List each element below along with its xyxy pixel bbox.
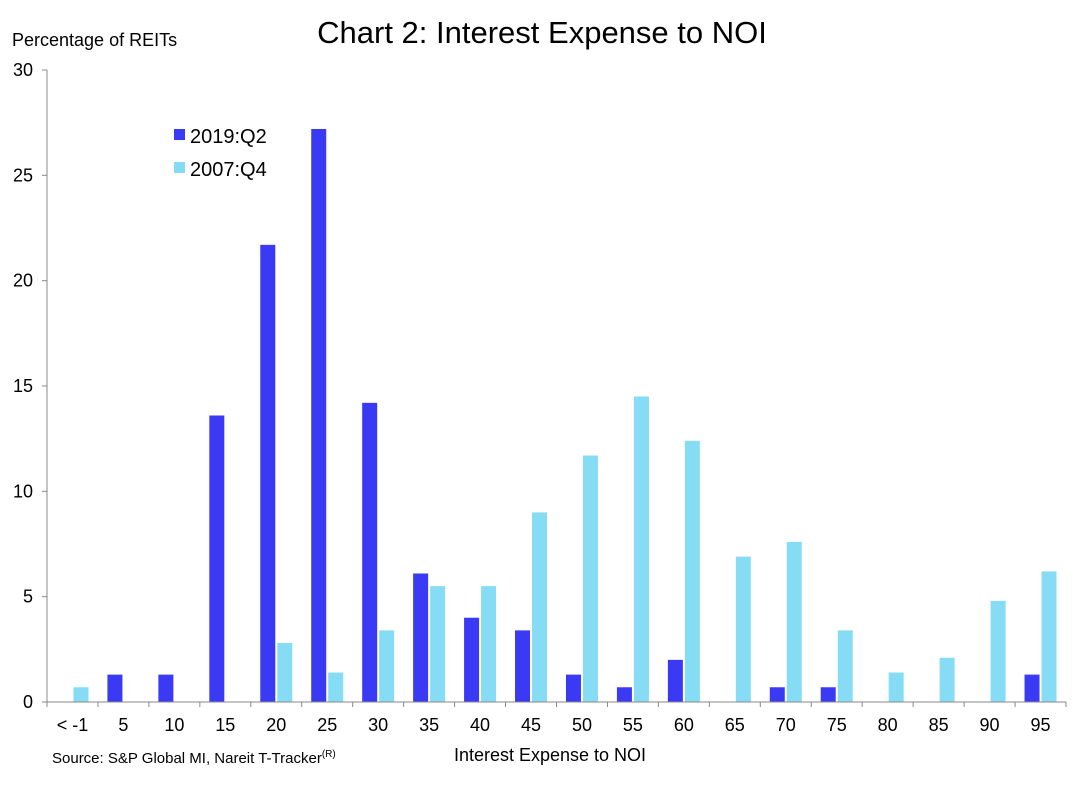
bar-2019-q2 [413,573,429,702]
bar-2019-q2 [209,415,225,702]
x-tick-label: 40 [470,715,490,735]
bar-2019-q2 [464,617,480,702]
bar-2019-q2 [769,687,785,702]
bar-2007-q4 [939,657,955,702]
source-text: Source: S&P Global MI, Nareit T-Tracker [52,750,322,767]
legend-label: 2019:Q2 [190,126,267,148]
bar-2007-q4 [582,455,598,702]
x-tick-label: 30 [368,715,388,735]
axes [46,70,1066,703]
y-tick-label: 0 [23,692,33,712]
legend: 2019:Q2 2007:Q4 [174,126,267,181]
bar-2019-q2 [260,244,276,702]
bar-2007-q4 [430,586,446,702]
x-tick-label: 20 [266,715,286,735]
bar-2019-q2 [667,659,683,702]
y-axis-ticks: 0 5 10 15 20 25 30 [13,60,47,712]
source-note: Source: S&P Global MI, Nareit T-Tracker(… [52,749,336,767]
x-tick-label: 60 [674,715,694,735]
x-tick-label: 70 [776,715,796,735]
bar-2007-q4 [735,556,751,702]
bar-2019-q2 [311,128,327,702]
x-tick-label: 65 [725,715,745,735]
bar-2007-q4 [73,687,89,702]
y-tick-label: 25 [13,165,33,185]
bar-2007-q4 [532,512,548,702]
bar-2007-q4 [888,672,904,702]
bar-2007-q4 [1041,571,1057,702]
y-tick-label: 15 [13,376,33,396]
bar-2007-q4 [633,396,649,702]
legend-swatch [174,162,185,173]
x-tick-label: 90 [980,715,1000,735]
y-tick-label: 30 [13,60,33,80]
x-tick-label: 85 [929,715,949,735]
x-tick-label: 80 [878,715,898,735]
y-tick-label: 5 [23,587,33,607]
source-superscript: (R) [322,749,336,760]
x-tick-label: < -1 [57,715,89,735]
bar-2019-q2 [565,674,581,702]
x-tick-label: 5 [118,715,128,735]
x-axis-ticks: < -1 5 10 15 20 25 30 35 40 45 50 55 60 65 70 75 80 85 90 9… [46,702,1067,735]
bar-2007-q4 [379,630,395,702]
bar-2019-q2 [616,687,632,702]
bar-2007-q4 [990,600,1006,702]
legend-swatch [174,129,185,140]
y-tick-label: 10 [13,481,33,501]
bar-2007-q4 [786,541,802,702]
x-axis-label: Interest Expense to NOI [454,745,646,765]
bars [73,128,1057,702]
bar-2019-q2 [820,687,836,702]
x-tick-label: 55 [623,715,643,735]
bar-2019-q2 [1024,674,1040,702]
bar-2007-q4 [328,672,344,702]
bar-2007-q4 [481,586,497,702]
bar-2007-q4 [837,630,853,702]
bar-2019-q2 [515,630,531,702]
y-tick-label: 20 [13,271,33,291]
x-tick-label: 10 [164,715,184,735]
x-tick-label: 95 [1031,715,1051,735]
bar-2019-q2 [158,674,174,702]
x-tick-label: 50 [572,715,592,735]
x-tick-label: 35 [419,715,439,735]
x-tick-label: 75 [827,715,847,735]
x-tick-label: 15 [215,715,235,735]
x-tick-label: 25 [317,715,337,735]
bar-2019-q2 [107,674,123,702]
bar-2007-q4 [277,643,293,702]
chart-title: Chart 2: Interest Expense to NOI [317,15,767,50]
bar-2019-q2 [362,402,378,702]
y-axis-label: Percentage of REITs [12,30,177,50]
legend-label: 2007:Q4 [190,159,267,181]
x-tick-label: 45 [521,715,541,735]
bar-2007-q4 [684,440,700,702]
